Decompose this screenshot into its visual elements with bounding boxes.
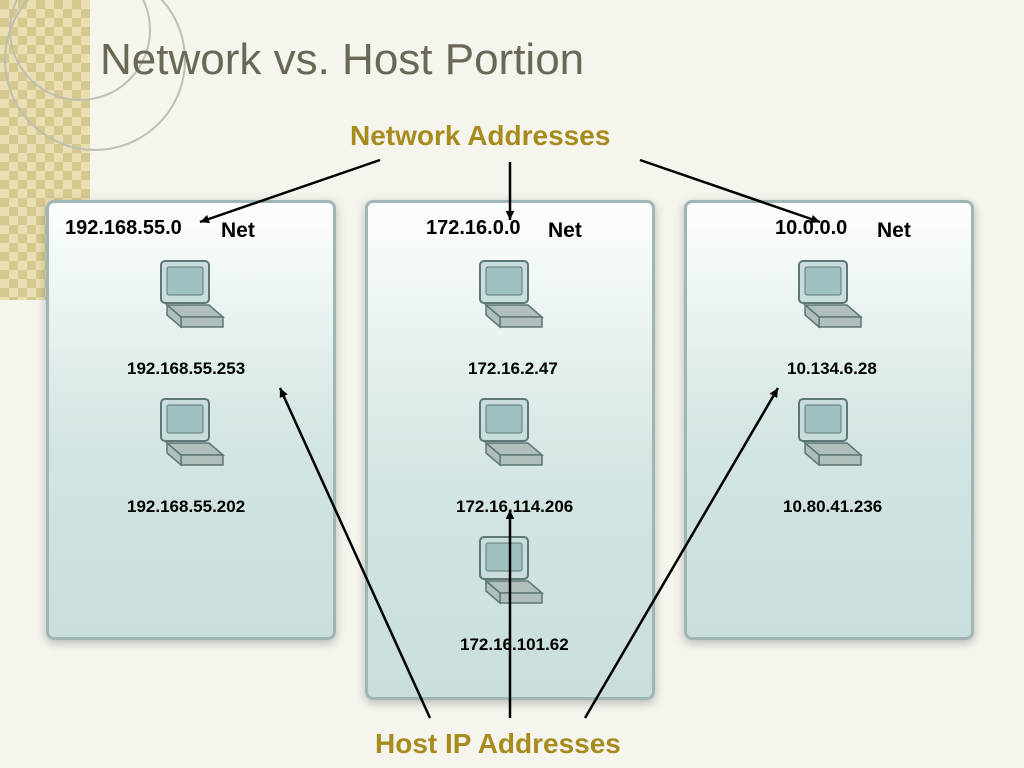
computer-icon (472, 533, 552, 611)
network-address-b: 172.16.0.0 (426, 217, 521, 240)
net-label-c: Net (877, 219, 911, 243)
computer-icon (153, 395, 233, 473)
host-label-b-2: 172.16.101.62 (460, 635, 569, 655)
network-panel-c: 10.0.0.0 Net 10.134.6.28 10.80.41.236 (684, 200, 974, 640)
computer-icon (472, 257, 552, 335)
host-label-a-0: 192.168.55.253 (127, 359, 245, 379)
network-panel-a: 192.168.55.0 Net 192.168.55.253 192.168.… (46, 200, 336, 640)
host-label-b-1: 172.16.114.206 (456, 497, 573, 517)
net-label-a: Net (221, 219, 255, 243)
slide-title: Network vs. Host Portion (100, 35, 584, 85)
host-label-a-1: 192.168.55.202 (127, 497, 245, 517)
host-label-c-1: 10.80.41.236 (783, 497, 882, 517)
computer-icon (791, 257, 871, 335)
host-label-c-0: 10.134.6.28 (787, 359, 877, 379)
network-address-c: 10.0.0.0 (775, 217, 847, 240)
network-addresses-heading: Network Addresses (350, 120, 610, 152)
network-panel-b: 172.16.0.0 Net 172.16.2.47 172.16.114.20… (365, 200, 655, 700)
computer-icon (153, 257, 233, 335)
net-label-b: Net (548, 219, 582, 243)
computer-icon (791, 395, 871, 473)
host-label-b-0: 172.16.2.47 (468, 359, 558, 379)
network-address-a: 192.168.55.0 (65, 217, 182, 240)
host-ip-addresses-heading: Host IP Addresses (375, 728, 621, 760)
computer-icon (472, 395, 552, 473)
